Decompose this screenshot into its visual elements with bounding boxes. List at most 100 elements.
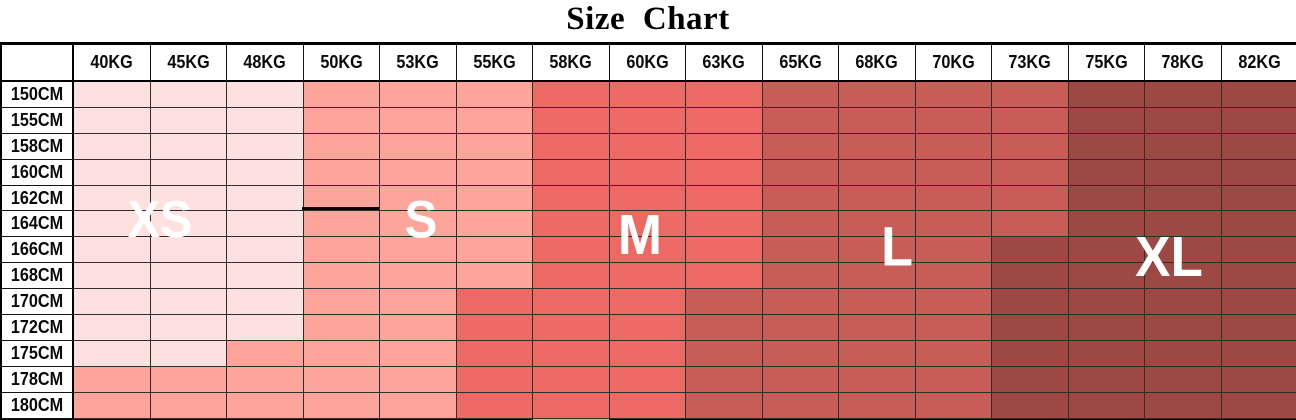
size-cell-m (686, 159, 763, 186)
weight-header-cell: 82KG (1221, 45, 1296, 82)
partial-row-cell (686, 418, 763, 420)
size-cell-m (533, 82, 610, 108)
partial-row-cell (1145, 418, 1222, 420)
size-cell-xl (1145, 133, 1222, 160)
size-cell-l (762, 133, 839, 160)
size-cell-m (533, 185, 610, 212)
size-cell-l (839, 315, 916, 341)
height-label-cell-text: 168CM (10, 265, 64, 286)
size-cell-xs (227, 107, 304, 134)
size-cell-xl (1221, 392, 1296, 419)
weight-header-cell: 50KG (303, 45, 380, 82)
size-cell-s (380, 263, 457, 290)
size-cell-l (762, 263, 839, 290)
size-cell-xs (74, 82, 151, 108)
size-cell-l (992, 185, 1069, 212)
height-label-cell-text: 180CM (10, 394, 64, 415)
weight-header-cell-text: 58KG (549, 52, 592, 72)
size-cell-l (839, 185, 916, 212)
height-label-cell: 150CM (2, 82, 74, 108)
weight-header-cell: 75KG (1068, 45, 1145, 82)
size-cell-s (456, 185, 533, 212)
height-label-cell: 164CM (2, 211, 74, 238)
size-cell-l (915, 315, 992, 341)
size-cell-m (609, 107, 686, 134)
size-cell-s (303, 82, 380, 108)
height-label-cell-text: 166CM (10, 239, 64, 260)
size-cell-xs (227, 237, 304, 264)
size-cell-xl (992, 392, 1069, 419)
weight-header-cell-text: 68KG (855, 52, 898, 72)
size-cell-xl (1068, 237, 1145, 264)
size-cell-xl (1221, 366, 1296, 393)
partial-row-cell (1068, 418, 1145, 420)
size-cell-xl (1221, 340, 1296, 367)
size-cell-l (839, 340, 916, 367)
size-cell-xl (992, 263, 1069, 290)
partial-row-cell (992, 418, 1069, 420)
size-cell-xl (1221, 263, 1296, 290)
size-cell-l (915, 107, 992, 134)
size-cell-m (609, 237, 686, 264)
height-label-cell: 162CM (2, 185, 74, 212)
size-cell-xs (74, 263, 151, 290)
size-cell-m (609, 340, 686, 367)
size-cell-m (533, 289, 610, 316)
size-table: 40KG 45KG 48KG 50KG 53KG 55KG 58KG 60KG 63KG 65KG… (0, 42, 1296, 420)
size-cell-s (227, 366, 304, 393)
size-cell-l (992, 211, 1069, 238)
partial-row-cell (533, 418, 610, 420)
size-cell-m (456, 392, 533, 419)
size-cell-s (303, 263, 380, 290)
size-cell-s (227, 340, 304, 367)
size-cell-m (533, 263, 610, 290)
height-label-cell-text: 155CM (10, 109, 64, 130)
size-cell-xl (1068, 82, 1145, 108)
size-cell-s (380, 392, 457, 419)
size-cell-m (609, 315, 686, 341)
size-cell-xl (1068, 289, 1145, 316)
size-cell-s (303, 107, 380, 134)
size-cell-xs (227, 289, 304, 316)
size-cell-xs (227, 82, 304, 108)
height-label-cell-text: 160CM (10, 161, 64, 182)
size-cell-s (456, 159, 533, 186)
weight-header-cell-text: 75KG (1085, 52, 1128, 72)
height-label-cell-text: 150CM (10, 83, 64, 104)
size-cell-s (303, 159, 380, 186)
height-label-cell: 155CM (2, 107, 74, 134)
weight-header-cell: 58KG (533, 45, 610, 82)
size-cell-s (227, 392, 304, 419)
size-cell-l (839, 289, 916, 316)
size-cell-xs (227, 185, 304, 212)
size-cell-l (992, 107, 1069, 134)
size-cell-l (686, 289, 763, 316)
size-cell-l (686, 366, 763, 393)
size-cell-m (686, 211, 763, 238)
size-cell-s (150, 366, 227, 393)
chart-title: Size Chart (566, 1, 730, 37)
size-cell-s (74, 366, 151, 393)
height-label-cell: 178CM (2, 366, 74, 393)
size-cell-xs (150, 211, 227, 238)
size-cell-l (839, 159, 916, 186)
size-cell-s (380, 133, 457, 160)
size-cell-l (992, 82, 1069, 108)
size-cell-s (303, 340, 380, 367)
size-cell-m (533, 211, 610, 238)
size-cell-l (915, 237, 992, 264)
size-cell-m (533, 340, 610, 367)
corner-cell (2, 45, 74, 82)
size-cell-l (915, 392, 992, 419)
size-cell-xl (1145, 315, 1222, 341)
size-cell-xl (1145, 211, 1222, 238)
size-cell-xs (150, 82, 227, 108)
size-cell-m (533, 392, 610, 419)
size-cell-xl (1145, 289, 1222, 316)
size-cell-m (609, 263, 686, 290)
size-cell-s (303, 133, 380, 160)
size-cell-xs (227, 211, 304, 238)
size-cell-s (456, 82, 533, 108)
size-cell-xl (992, 366, 1069, 393)
size-cell-xl (1068, 159, 1145, 186)
